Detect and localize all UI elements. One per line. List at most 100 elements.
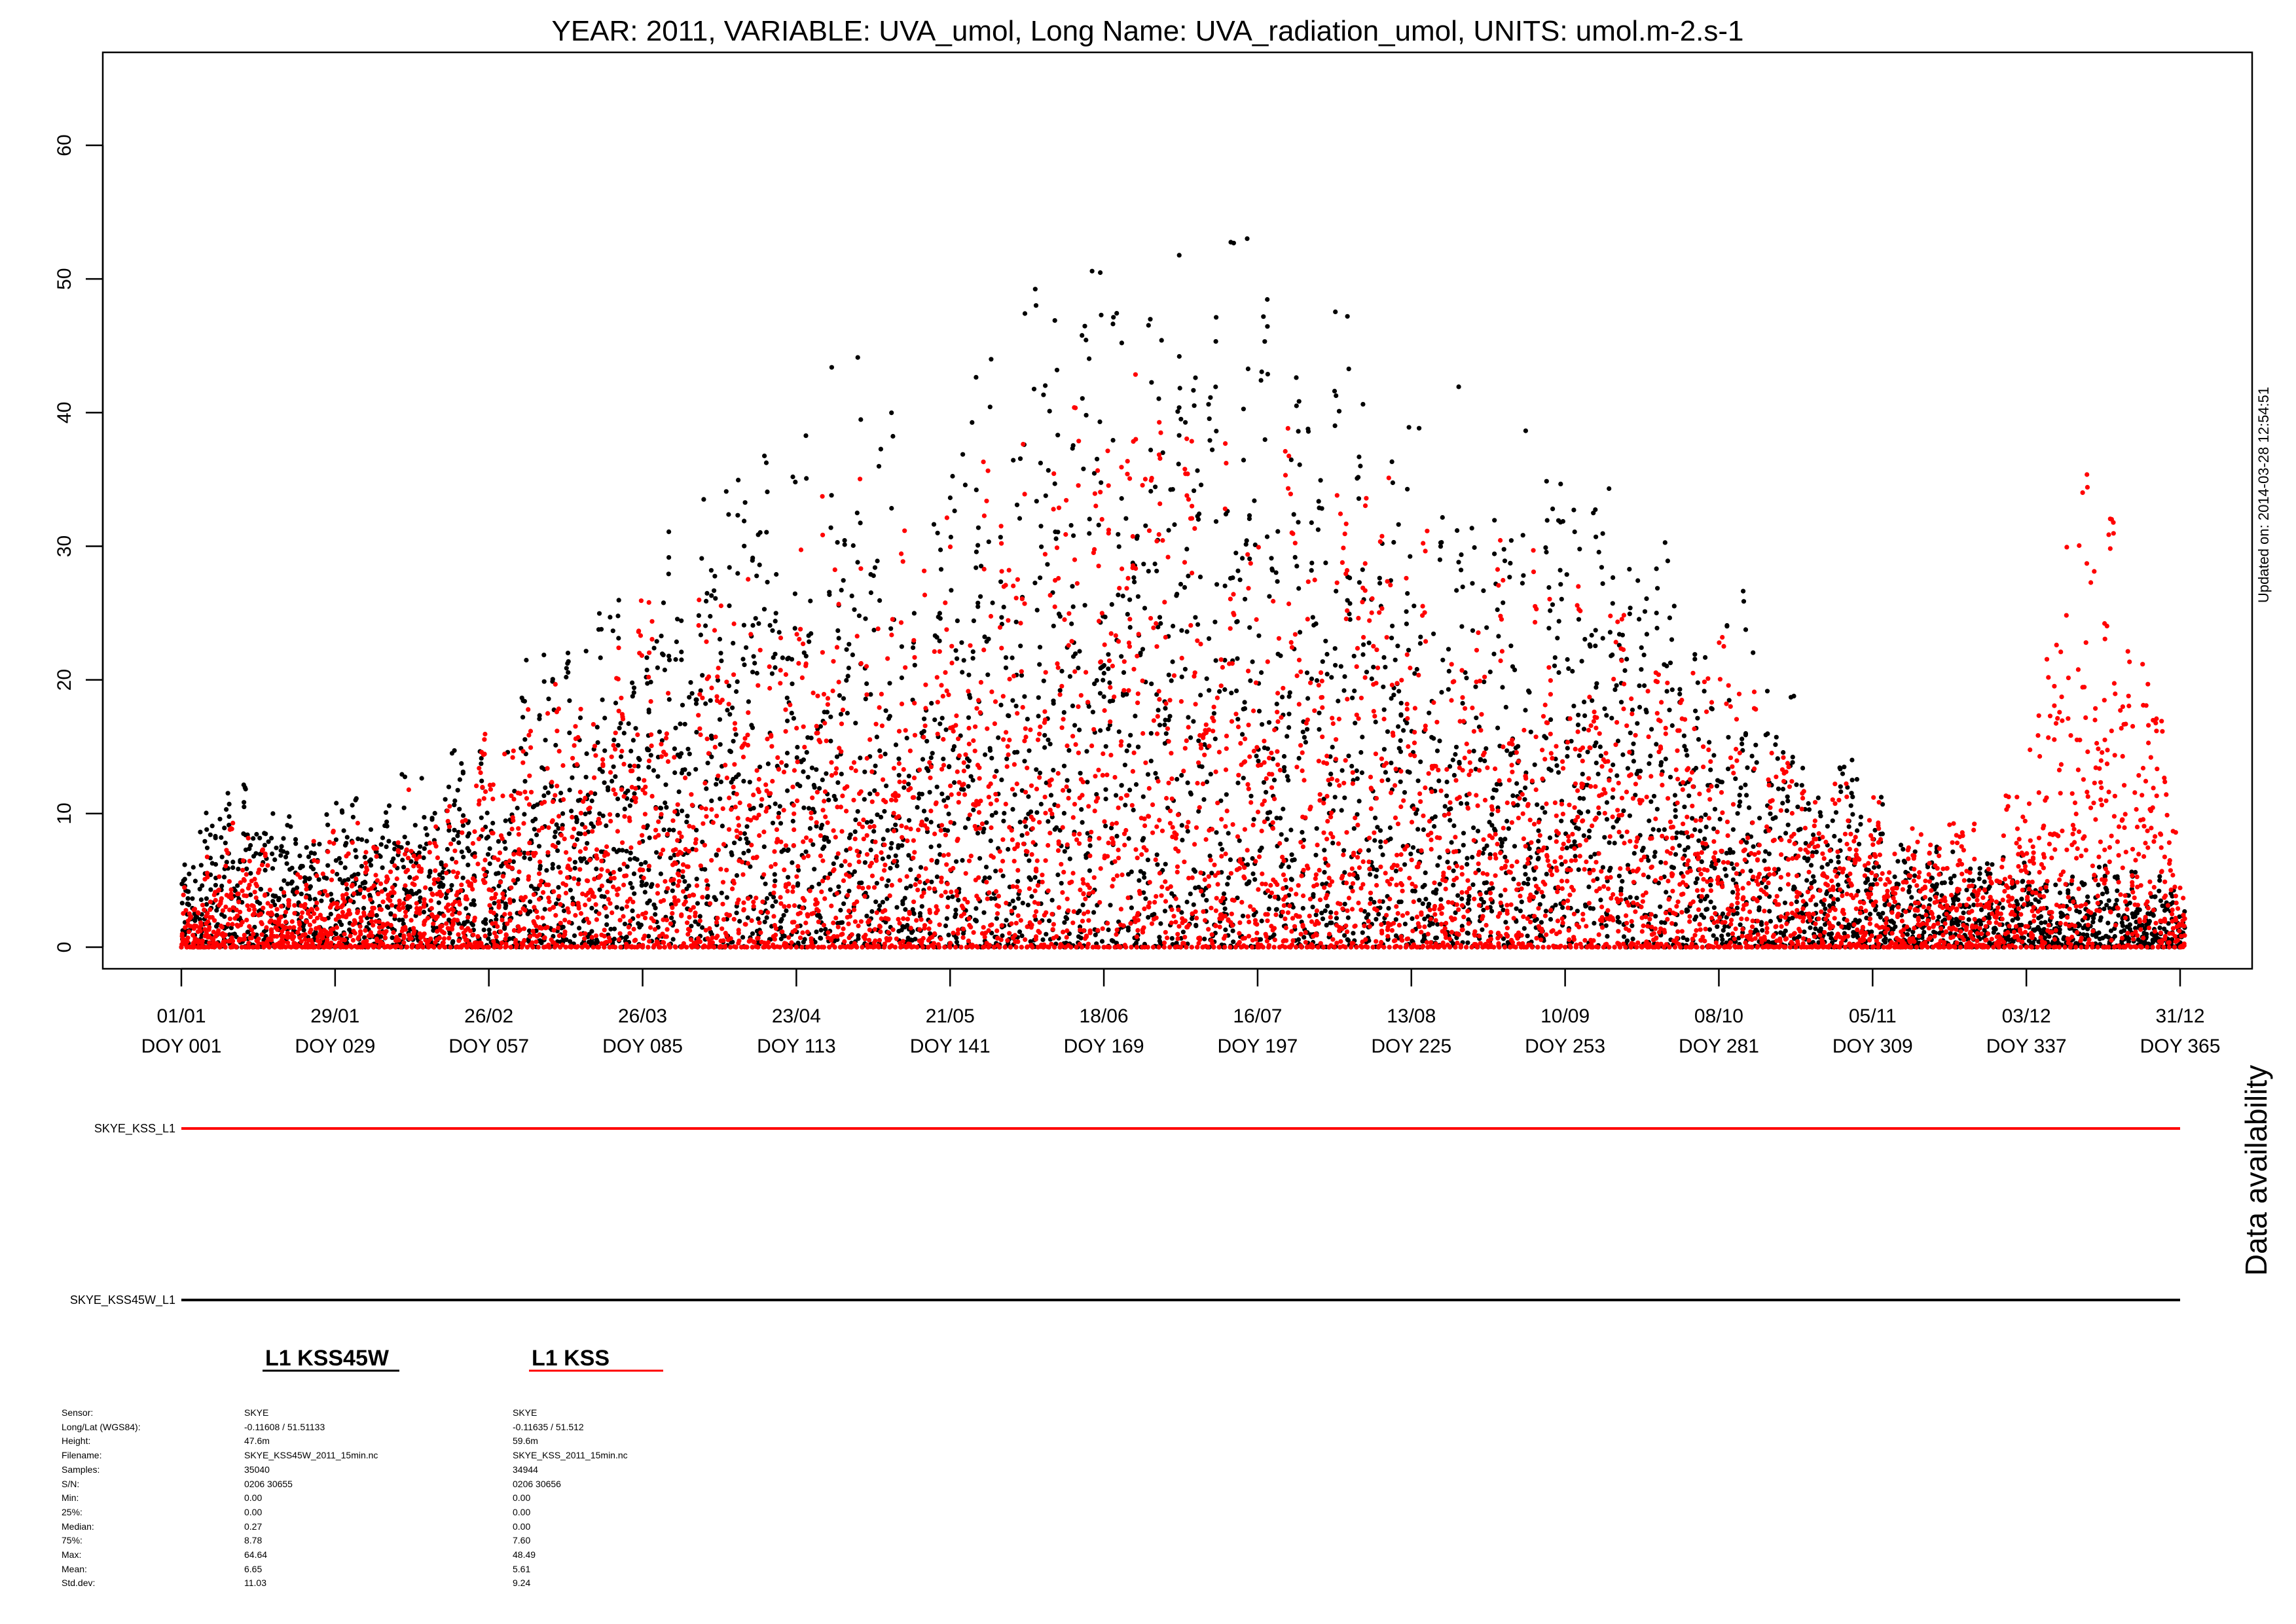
data-point [1625, 766, 1630, 771]
data-point [266, 839, 271, 844]
data-point [273, 893, 278, 899]
data-point [1265, 297, 1270, 302]
data-point [776, 810, 782, 816]
data-point [1242, 700, 1247, 705]
data-point [1519, 899, 1524, 905]
data-point [1764, 884, 1769, 890]
data-point [1398, 713, 1404, 718]
data-point [219, 854, 225, 859]
data-point [1832, 833, 1837, 839]
data-point [1224, 792, 1229, 797]
data-point [297, 853, 302, 859]
data-point [1032, 581, 1038, 586]
data-point [736, 477, 741, 483]
data-point [1662, 540, 1667, 545]
data-point [1027, 858, 1032, 863]
data-point [1248, 793, 1254, 799]
data-point [1445, 859, 1450, 865]
data-point [930, 751, 935, 756]
data-point [308, 884, 313, 889]
data-point [1059, 668, 1065, 674]
data-point [572, 933, 577, 939]
data-point [1528, 729, 1533, 734]
data-point [598, 626, 604, 632]
data-point [1017, 456, 1023, 461]
data-point [955, 656, 960, 661]
data-point [931, 522, 937, 527]
data-point [1247, 516, 1252, 522]
data-point [918, 865, 924, 870]
data-point [1548, 608, 1553, 613]
data-point [1470, 581, 1475, 586]
data-point [282, 913, 287, 918]
data-point [1586, 884, 1592, 890]
data-point [1252, 877, 1258, 882]
data-point [1504, 748, 1510, 753]
data-point [1031, 386, 1037, 391]
data-point [1201, 893, 1206, 898]
data-point [1654, 806, 1660, 812]
data-point [1305, 727, 1310, 732]
data-point [822, 844, 827, 850]
data-point [1061, 763, 1067, 768]
data-point [778, 936, 784, 941]
data-point [1077, 727, 1082, 732]
data-point [204, 810, 209, 816]
data-point [421, 855, 426, 860]
data-point [1510, 793, 1516, 799]
data-point [1970, 878, 1976, 883]
data-point [1148, 731, 1154, 736]
data-point [720, 823, 725, 829]
data-point [1124, 748, 1129, 753]
data-point [1116, 532, 1121, 537]
data-point [1254, 753, 1259, 759]
data-point [1741, 588, 1746, 594]
data-point [818, 935, 823, 941]
data-point [1294, 564, 1300, 569]
data-point [1109, 938, 1114, 943]
data-point [1559, 596, 1564, 602]
data-point [600, 697, 605, 702]
data-point [1431, 631, 1436, 636]
data-point [568, 939, 573, 944]
data-point [1023, 824, 1029, 829]
data-point [666, 571, 671, 577]
data-point [1010, 698, 1015, 703]
data-point [1393, 869, 1398, 874]
data-point [807, 826, 812, 831]
data-point [1484, 746, 1489, 751]
data-point [1446, 687, 1451, 692]
data-point [793, 479, 798, 485]
data-point [862, 769, 867, 774]
data-point [1450, 757, 1455, 763]
data-point [1245, 236, 1250, 242]
data-point [757, 562, 762, 568]
data-point [1169, 891, 1175, 896]
data-point [694, 827, 699, 833]
data-point [316, 877, 321, 882]
data-point [676, 789, 682, 795]
data-point [1594, 681, 1599, 686]
data-point [734, 873, 740, 878]
data-point [461, 854, 466, 859]
data-point [744, 836, 749, 841]
data-point [639, 879, 645, 884]
data-point [1142, 875, 1147, 880]
data-point [801, 757, 806, 763]
data-point [666, 653, 672, 659]
data-point [1000, 873, 1006, 878]
data-point [227, 814, 232, 820]
data-point [1423, 897, 1429, 902]
data-point [908, 867, 913, 873]
data-point [388, 911, 393, 916]
data-point [1741, 599, 1747, 604]
data-point [986, 539, 991, 545]
data-point [968, 774, 974, 779]
data-point [490, 820, 496, 826]
data-point [1482, 846, 1487, 852]
data-point [1286, 694, 1292, 699]
data-point [884, 896, 890, 901]
data-point [350, 814, 356, 820]
data-point [1782, 900, 1788, 905]
data-point [1649, 799, 1654, 804]
